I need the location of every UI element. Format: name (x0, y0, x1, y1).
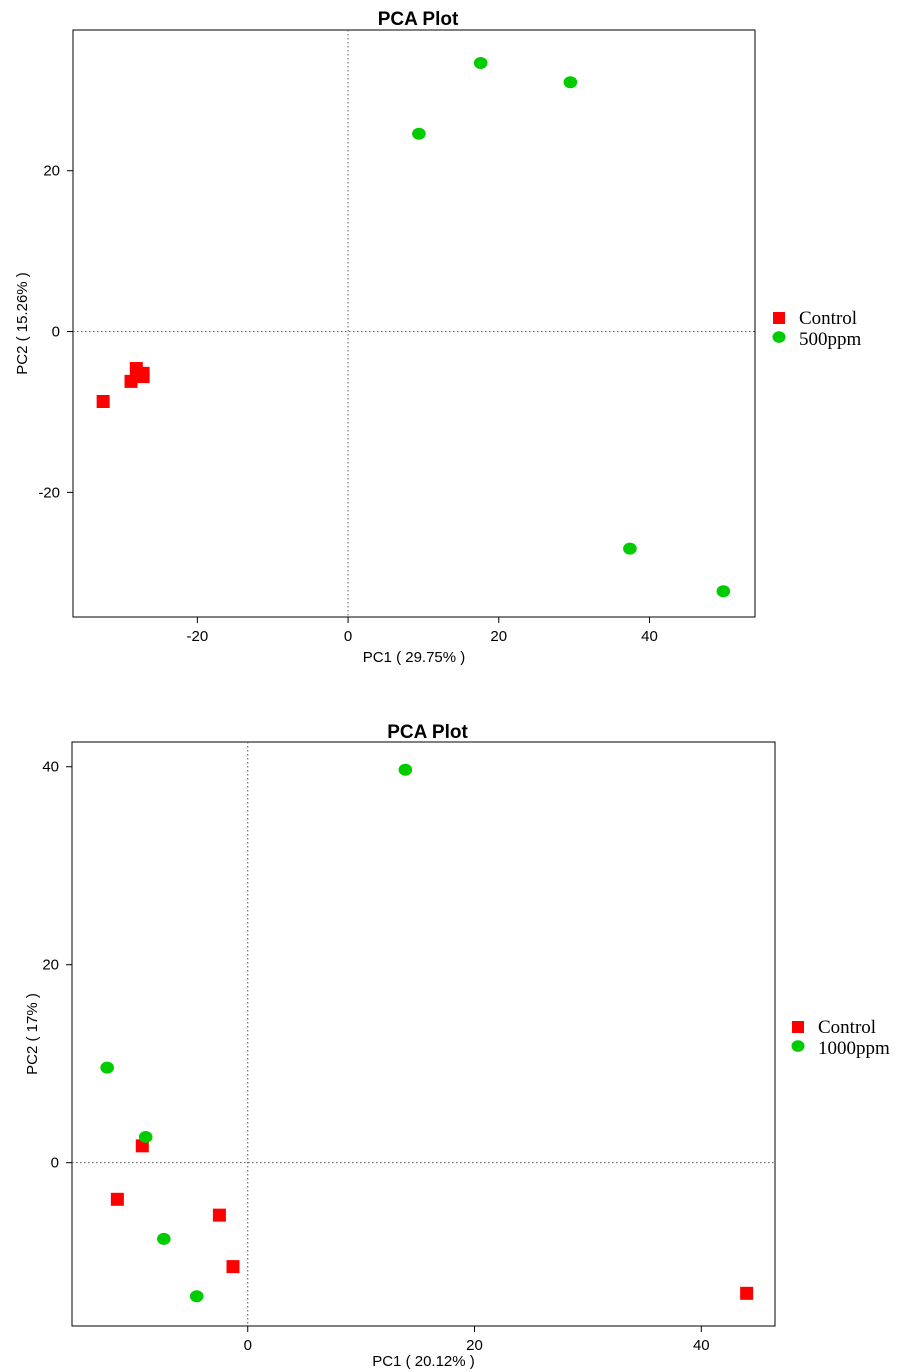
y-axis-label: PC2 ( 15.26% ) (14, 272, 31, 375)
legend-label: 500ppm (799, 329, 862, 350)
point-500ppm (412, 127, 426, 140)
point-1000ppm (157, 1232, 171, 1245)
point-control (212, 1208, 226, 1222)
point-500ppm (716, 585, 731, 598)
pca-chart-1: PCA Plot -20 0 20 40 -20 0 20 PC1 ( 29.75% ) PC2 … (14, 9, 862, 666)
y-tick-label: 0 (52, 324, 60, 341)
y-tick-label: 20 (42, 957, 59, 974)
point-control (136, 370, 150, 384)
legend-label: Control (818, 1017, 876, 1038)
point-control (124, 374, 138, 388)
point-1000ppm (189, 1290, 204, 1303)
pca-chart-2: PCA Plot 0 20 40 0 20 40 PC1 ( 20.12% ) PC2 ( 17… (24, 722, 890, 1370)
y-tick-label: 0 (51, 1155, 59, 1172)
chart-title: PCA Plot (387, 722, 468, 743)
point-1000ppm (100, 1061, 114, 1074)
x-tick-label: 0 (244, 1337, 252, 1354)
point-1000ppm (138, 1130, 153, 1143)
legend-square-marker (773, 312, 785, 324)
point-control (110, 1192, 124, 1206)
point-500ppm (563, 76, 578, 89)
x-tick-label: 0 (344, 628, 352, 645)
plot-frame (72, 29, 756, 618)
x-tick-label: 40 (641, 628, 658, 645)
point-control (226, 1260, 240, 1274)
x-tick-label: 20 (466, 1337, 483, 1354)
point-control (96, 394, 110, 408)
y-tick-label: 20 (43, 163, 60, 180)
point-control (740, 1286, 754, 1300)
y-axis-label: PC2 ( 17% ) (24, 993, 41, 1075)
legend-circle-marker (791, 1040, 805, 1052)
legend-circle-marker (772, 331, 786, 343)
point-500ppm (623, 542, 637, 555)
x-tick-label: 40 (693, 1337, 710, 1354)
point-1000ppm (398, 763, 413, 776)
x-axis-label: PC1 ( 20.12% ) (372, 1353, 475, 1370)
point-500ppm (473, 56, 488, 69)
legend-label: 1000ppm (818, 1038, 890, 1059)
x-tick-label: 20 (490, 628, 507, 645)
plot-frame (71, 741, 776, 1327)
y-tick-label: 40 (42, 759, 59, 776)
y-tick-label: -20 (38, 484, 60, 501)
legend-label: Control (799, 308, 857, 329)
chart-title: PCA Plot (378, 9, 459, 30)
x-tick-label: -20 (186, 628, 208, 645)
x-axis-label: PC1 ( 29.75% ) (363, 649, 466, 666)
legend-square-marker (792, 1021, 804, 1033)
